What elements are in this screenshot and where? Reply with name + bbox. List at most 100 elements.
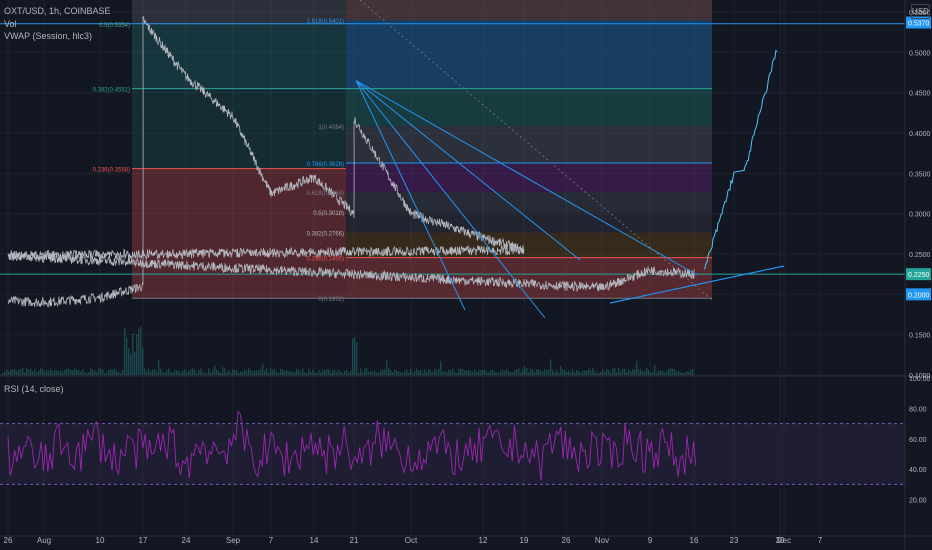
volume-bar <box>190 369 192 375</box>
projection-line <box>703 49 778 270</box>
volume-bar <box>510 371 512 375</box>
volume-bar <box>378 372 380 375</box>
symbol-legend[interactable]: OXT/USD, 1h, COINBASE <box>4 6 111 16</box>
fib-zone-right <box>346 126 712 164</box>
volume-bar <box>688 371 690 375</box>
volume-bar <box>260 369 262 375</box>
volume-bar <box>568 370 570 375</box>
volume-bar <box>242 371 244 375</box>
fib-zone-right <box>346 191 712 213</box>
fib-zone-left <box>132 0 346 24</box>
volume-bar <box>614 368 616 375</box>
fib-zone-right <box>346 232 712 258</box>
volume-bar <box>2 372 4 375</box>
volume-bar <box>290 370 292 375</box>
vwap-legend[interactable]: VWAP (Session, hlc3) <box>4 31 93 41</box>
volume-bar <box>152 369 154 375</box>
volume-bar <box>66 368 68 375</box>
volume-bar <box>554 371 556 375</box>
volume-bar <box>642 371 644 375</box>
volume-bar <box>124 327 126 375</box>
volume-bar <box>170 372 172 375</box>
fib-label-right: 1(0.4084) <box>318 125 344 131</box>
volume-bar <box>138 328 140 375</box>
time-tick-label: 12 <box>479 536 488 545</box>
volume-bar <box>422 372 424 375</box>
volume-bar <box>626 372 628 375</box>
volume-bar <box>328 369 330 375</box>
volume-bar <box>22 368 24 375</box>
volume-bar <box>616 372 618 375</box>
volume-bar <box>210 372 212 375</box>
volume-bar <box>624 369 626 375</box>
volume-bar <box>432 371 434 375</box>
volume-bar <box>370 370 372 375</box>
volume-bar <box>396 370 398 375</box>
rsi-line <box>7 410 697 481</box>
volume-bar <box>10 369 12 375</box>
fib-zone-right <box>346 163 712 192</box>
volume-bar <box>462 368 464 375</box>
volume-bar <box>356 342 358 375</box>
volume-bar <box>676 371 678 375</box>
volume-bar <box>468 369 470 375</box>
volume-bar <box>470 371 472 375</box>
volume-bar <box>32 371 34 375</box>
volume-bar <box>620 371 622 375</box>
volume-bar <box>394 369 396 375</box>
volume-bar <box>360 368 362 375</box>
volume-bar <box>154 369 156 375</box>
volume-bar <box>366 368 368 375</box>
volume-bar <box>516 369 518 375</box>
volume-bar <box>486 372 488 375</box>
volume-bar <box>80 371 82 375</box>
volume-bar <box>68 368 70 375</box>
fib-zones <box>0 0 905 299</box>
volume-bar <box>576 369 578 375</box>
volume-bar <box>474 369 476 375</box>
volume-bar <box>128 348 130 375</box>
volume-bar <box>52 371 54 375</box>
volume-bar <box>204 372 206 375</box>
volume-bar <box>584 370 586 375</box>
volume-bar <box>592 368 594 375</box>
fib-zone-left <box>132 88 346 169</box>
volume-bar <box>574 372 576 375</box>
volume-bar <box>572 369 574 375</box>
volume-bar <box>382 369 384 375</box>
volume-bar <box>472 371 474 375</box>
volume-bar <box>364 368 366 375</box>
volume-bar <box>164 372 166 375</box>
volume-bar <box>202 372 204 375</box>
volume-bar <box>58 370 60 375</box>
fib-label-right: 0.236(0.2455) <box>307 257 344 263</box>
volume-bar <box>262 363 264 375</box>
volume-bar <box>408 372 410 375</box>
volume-bar <box>628 369 630 375</box>
volume-bar <box>450 370 452 375</box>
rsi-legend[interactable]: RSI (14, close) <box>4 384 64 394</box>
volume-bar <box>60 371 62 375</box>
currency-button[interactable]: USD <box>911 4 930 19</box>
volume-bar <box>74 368 76 375</box>
volume-bar <box>448 369 450 375</box>
volume-bar <box>444 371 446 375</box>
volume-bar <box>94 370 96 375</box>
time-tick-label: Dec <box>777 536 791 545</box>
price-tick-label: 0.5000 <box>909 50 931 57</box>
volume-bar <box>376 372 378 375</box>
volume-bar <box>498 372 500 375</box>
volume-legend[interactable]: Vol <box>4 19 17 29</box>
price-tick-label: 0.3000 <box>909 212 931 219</box>
volume-bar <box>344 370 346 375</box>
volume-bar <box>220 372 222 375</box>
fib-label-right: 0(0.1952) <box>318 297 344 303</box>
volume-bar <box>4 371 6 375</box>
time-tick-label: 7 <box>269 536 274 545</box>
volume-bar <box>216 369 218 375</box>
volume-bar <box>214 365 216 375</box>
fib-zone-right <box>346 212 712 233</box>
volume-bar <box>252 371 254 375</box>
time-tick-label: Oct <box>405 536 418 545</box>
